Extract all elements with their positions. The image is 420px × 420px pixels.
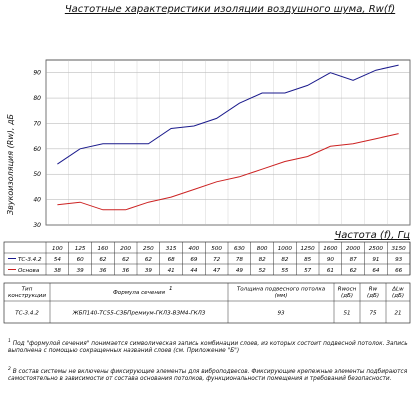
footnote-1: 1 Под "формулой сечения" понимается симв… bbox=[8, 339, 408, 355]
y-tick-label: 30 bbox=[33, 222, 41, 229]
x-tick-label: 630 bbox=[234, 246, 245, 252]
series-line-1 bbox=[57, 133, 399, 211]
x-tick-label: 3150 bbox=[392, 246, 407, 252]
data-label-0: 85 bbox=[304, 257, 312, 263]
data-label-1: 36 bbox=[122, 268, 130, 274]
y-tick-label: 40 bbox=[33, 197, 41, 204]
x-tick-label: 250 bbox=[143, 246, 154, 252]
series-line-0 bbox=[57, 64, 399, 165]
data-label-1: 36 bbox=[99, 268, 107, 274]
x-tick-label: 160 bbox=[98, 246, 109, 252]
row-formula: ЖБП140-ТС55-СЗБПремиум-ГКЛЗ-ВЗМ4-ГКЛЗ bbox=[72, 311, 206, 317]
y-tick-label: 80 bbox=[33, 95, 41, 102]
data-label-0: 93 bbox=[395, 257, 403, 263]
row-rwbase: 51 bbox=[343, 311, 350, 317]
y-tick-label: 50 bbox=[33, 171, 41, 178]
x-tick-label: 100 bbox=[52, 246, 63, 252]
legend-label-0: ТС-3.4.2 bbox=[18, 257, 42, 263]
data-label-0: 82 bbox=[259, 257, 267, 263]
x-tick-label: 500 bbox=[211, 246, 222, 252]
x-tick-label: 2500 bbox=[369, 246, 384, 252]
data-label-0: 91 bbox=[372, 257, 379, 263]
header-formula-sup: 1 bbox=[169, 286, 173, 292]
data-label-1: 49 bbox=[236, 268, 244, 274]
header-thickness: Толщина подвесного потолка (мм) bbox=[237, 287, 326, 300]
x-tick-label: 1600 bbox=[323, 246, 338, 252]
row-thickness: 93 bbox=[277, 311, 285, 317]
data-label-1: 52 bbox=[259, 268, 267, 274]
data-label-0: 82 bbox=[281, 257, 289, 263]
legend-label-1: Основа bbox=[18, 268, 40, 274]
data-label-1: 47 bbox=[213, 268, 221, 274]
x-axis-label: Частота (f), Гц bbox=[334, 230, 410, 241]
header-rwbase: Rwосн (дБ) bbox=[338, 287, 357, 300]
data-label-0: 62 bbox=[122, 257, 130, 263]
data-label-0: 54 bbox=[54, 257, 62, 263]
y-tick-label: 60 bbox=[33, 146, 41, 153]
x-tick-label: 400 bbox=[189, 246, 200, 252]
data-label-0: 69 bbox=[190, 257, 198, 263]
y-tick-label: 90 bbox=[33, 70, 41, 77]
data-label-1: 66 bbox=[395, 268, 403, 274]
data-label-1: 55 bbox=[281, 268, 289, 274]
x-tick-label: 315 bbox=[166, 246, 177, 252]
data-label-0: 87 bbox=[350, 257, 358, 263]
data-label-0: 60 bbox=[77, 257, 85, 263]
header-rw: Rw (дБ) bbox=[367, 287, 379, 300]
data-label-1: 39 bbox=[77, 268, 85, 274]
row-type: ТС-3.4.2 bbox=[15, 311, 39, 317]
data-label-1: 41 bbox=[168, 268, 175, 274]
x-tick-label: 800 bbox=[257, 246, 268, 252]
data-label-0: 72 bbox=[213, 257, 221, 263]
data-label-1: 61 bbox=[327, 268, 334, 274]
x-tick-label: 1000 bbox=[278, 246, 293, 252]
y-tick-label: 70 bbox=[33, 120, 41, 127]
data-label-0: 68 bbox=[168, 257, 176, 263]
header-formula: Формула сечения bbox=[113, 290, 166, 296]
data-label-0: 62 bbox=[145, 257, 153, 263]
data-label-1: 64 bbox=[372, 268, 380, 274]
x-tick-label: 1250 bbox=[301, 246, 316, 252]
footnote-2: 2 В состав системы не включены фиксирующ… bbox=[8, 367, 408, 383]
construction-table-frame bbox=[3, 282, 411, 324]
data-label-0: 78 bbox=[236, 257, 244, 263]
header-type: Тип конструкции bbox=[8, 287, 46, 300]
data-label-1: 39 bbox=[145, 268, 153, 274]
x-tick-label: 2000 bbox=[346, 246, 361, 252]
data-label-1: 38 bbox=[54, 268, 62, 274]
data-label-1: 57 bbox=[304, 268, 312, 274]
data-label-1: 62 bbox=[350, 268, 358, 274]
x-tick-label: 200 bbox=[120, 246, 131, 252]
row-rw: 75 bbox=[369, 311, 377, 317]
data-label-1: 44 bbox=[190, 268, 198, 274]
data-label-0: 90 bbox=[327, 257, 335, 263]
row-drw: 21 bbox=[394, 311, 401, 317]
header-drw: ΔLw (дБ) bbox=[391, 287, 404, 300]
chart-title: Частотные характеристики изоляции воздуш… bbox=[64, 4, 396, 15]
x-tick-label: 125 bbox=[75, 246, 86, 252]
data-label-0: 62 bbox=[99, 257, 107, 263]
